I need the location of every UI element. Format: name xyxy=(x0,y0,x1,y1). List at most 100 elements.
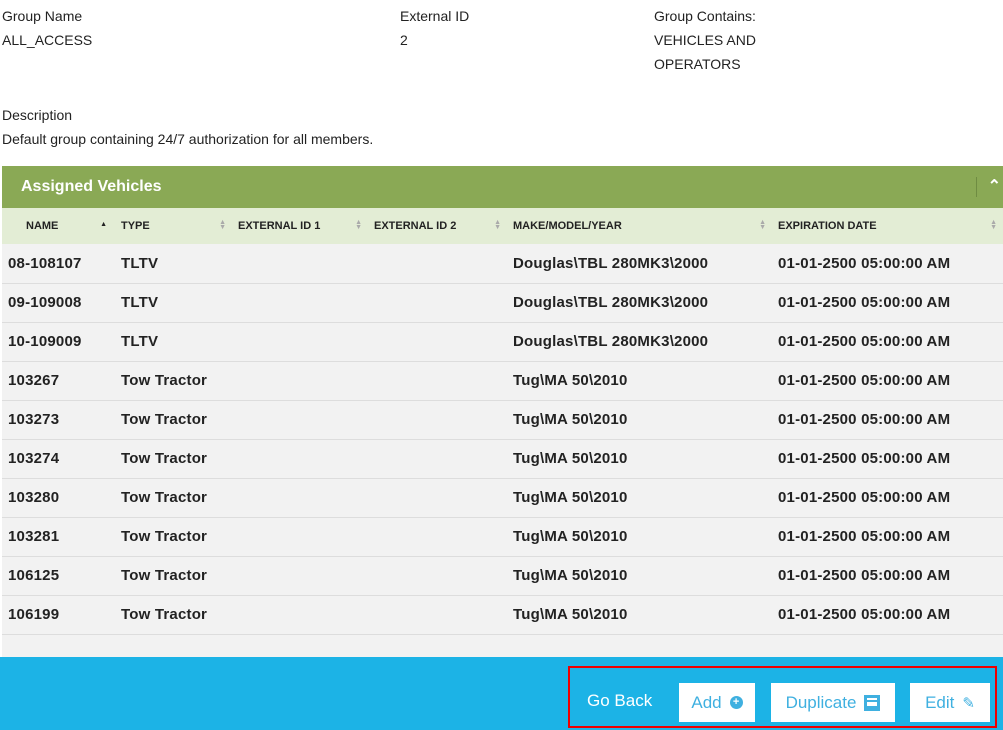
table-cell: 01-01-2500 05:00:00 AM xyxy=(772,400,1003,440)
column-header[interactable]: NAME ▲ xyxy=(2,208,115,244)
table-cell xyxy=(232,361,368,401)
table-cell xyxy=(368,517,507,557)
duplicate-label: Duplicate xyxy=(785,692,857,712)
duplicate-button[interactable]: Duplicate xyxy=(771,683,895,722)
table-cell xyxy=(368,595,507,635)
table-cell xyxy=(368,478,507,518)
add-button[interactable]: Add + xyxy=(679,683,755,722)
table-row[interactable]: 106199 Tow Tractor Tug\MA 50\2010 01-01-250… xyxy=(2,595,1003,635)
column-label: EXTERNAL ID 2 xyxy=(374,220,457,232)
table-cell: Tow Tractor xyxy=(115,478,232,518)
table-cell: TLTV xyxy=(115,283,232,323)
table-cell: 103274 xyxy=(2,439,115,479)
plus-circle-icon: + xyxy=(729,696,743,709)
table-cell: TLTV xyxy=(115,322,232,362)
table-cell: 01-01-2500 05:00:00 AM xyxy=(772,478,1003,518)
table-cell xyxy=(232,283,368,323)
table-cell: 08-108107 xyxy=(2,244,115,284)
description-label: Description xyxy=(2,107,73,123)
sort-icon[interactable]: ▲ ▼ xyxy=(219,219,226,231)
column-label: NAME xyxy=(26,220,59,232)
table-cell xyxy=(368,244,507,284)
panel-title: Assigned Vehicles xyxy=(21,178,162,195)
table-cell: Douglas\TBL 280MK3\2000 xyxy=(507,283,772,323)
table-cell xyxy=(232,244,368,284)
column-header[interactable]: EXPIRATION DATE ▲ ▼ xyxy=(772,208,1003,244)
group-contains-line1: VEHICLES AND xyxy=(654,32,756,48)
sort-icon[interactable]: ▲ ▼ xyxy=(355,219,362,231)
table-cell xyxy=(368,439,507,479)
table-cell: 103267 xyxy=(2,361,115,401)
table-cell xyxy=(232,556,368,596)
column-header[interactable]: TYPE ▲ ▼ xyxy=(115,208,232,244)
group-name-label: Group Name xyxy=(2,8,83,24)
external-id-label: External ID xyxy=(400,8,470,24)
table-row[interactable]: 103267 Tow Tractor Tug\MA 50\2010 01-01-250… xyxy=(2,361,1003,401)
table-row[interactable]: 10-109009 TLTV Douglas\TBL 280MK3\2000 01-0… xyxy=(2,322,1003,362)
table-cell: Douglas\TBL 280MK3\2000 xyxy=(507,244,772,284)
column-label: EXPIRATION DATE xyxy=(778,220,877,232)
table-row[interactable]: 103280 Tow Tractor Tug\MA 50\2010 01-01-250… xyxy=(2,478,1003,518)
table-cell xyxy=(368,400,507,440)
edit-button[interactable]: Edit ✎ xyxy=(910,683,990,722)
pencil-icon: ✎ xyxy=(962,694,975,712)
sort-asc-icon[interactable]: ▲ xyxy=(100,221,107,228)
table-cell: Tug\MA 50\2010 xyxy=(507,361,772,401)
table-cell xyxy=(232,400,368,440)
table-cell: 103281 xyxy=(2,517,115,557)
table-row[interactable]: 103273 Tow Tractor Tug\MA 50\2010 01-01-250… xyxy=(2,400,1003,440)
table-cell: 10-109009 xyxy=(2,322,115,362)
table-cell xyxy=(368,283,507,323)
table-row[interactable]: 103281 Tow Tractor Tug\MA 50\2010 01-01-250… xyxy=(2,517,1003,557)
table-cell: 01-01-2500 05:00:00 AM xyxy=(772,595,1003,635)
table-cell: Tug\MA 50\2010 xyxy=(507,478,772,518)
table-cell: TLTV xyxy=(115,244,232,284)
chevron-up-icon[interactable]: ⌃ xyxy=(987,178,1001,195)
table-cell: 01-01-2500 05:00:00 AM xyxy=(772,244,1003,284)
table-cell: Tow Tractor xyxy=(115,556,232,596)
table-cell: 01-01-2500 05:00:00 AM xyxy=(772,439,1003,479)
column-header[interactable]: EXTERNAL ID 1 ▲ ▼ xyxy=(232,208,368,244)
table-cell: 103280 xyxy=(2,478,115,518)
table-row[interactable]: 103274 Tow Tractor Tug\MA 50\2010 01-01-250… xyxy=(2,439,1003,479)
table-row[interactable]: 106125 Tow Tractor Tug\MA 50\2010 01-01-250… xyxy=(2,556,1003,596)
table-cell: 01-01-2500 05:00:00 AM xyxy=(772,517,1003,557)
table-cell: Tug\MA 50\2010 xyxy=(507,517,772,557)
sort-icon[interactable]: ▲ ▼ xyxy=(494,219,501,231)
group-contains-line2: OPERATORS xyxy=(654,56,741,72)
table-cell xyxy=(368,556,507,596)
table-cell: Tow Tractor xyxy=(115,361,232,401)
table-cell xyxy=(232,439,368,479)
table-cell: Tow Tractor xyxy=(115,595,232,635)
sort-icon[interactable]: ▲ ▼ xyxy=(759,219,766,231)
column-header[interactable]: EXTERNAL ID 2 ▲ ▼ xyxy=(368,208,507,244)
sort-icon[interactable]: ▲ ▼ xyxy=(990,219,997,231)
divider xyxy=(976,177,977,197)
table-cell xyxy=(368,322,507,362)
table-cell xyxy=(368,361,507,401)
table-cell: 106199 xyxy=(2,595,115,635)
external-id-value: 2 xyxy=(400,32,408,48)
vehicles-table: NAME ▲ TYPE ▲ ▼ EXTERNAL ID 1 ▲ ▼ EXTERNAL ID 2 ▲… xyxy=(2,208,1003,635)
table-cell: Tug\MA 50\2010 xyxy=(507,595,772,635)
table-row[interactable]: 08-108107 TLTV Douglas\TBL 280MK3\2000 01-0… xyxy=(2,244,1003,284)
table-cell: 106125 xyxy=(2,556,115,596)
go-back-button[interactable]: Go Back xyxy=(587,691,653,710)
highlight-box xyxy=(568,666,997,728)
table-cell xyxy=(232,595,368,635)
table-cell: Tow Tractor xyxy=(115,517,232,557)
column-label: TYPE xyxy=(121,220,150,232)
table-cell xyxy=(232,322,368,362)
table-cell: 01-01-2500 05:00:00 AM xyxy=(772,283,1003,323)
panel-header[interactable]: Assigned Vehicles ⌃ xyxy=(2,166,1003,208)
table-cell: Tug\MA 50\2010 xyxy=(507,400,772,440)
description-value: Default group containing 24/7 authorizat… xyxy=(2,131,374,147)
table-cell: Tug\MA 50\2010 xyxy=(507,556,772,596)
table-row[interactable]: 09-109008 TLTV Douglas\TBL 280MK3\2000 01-0… xyxy=(2,283,1003,323)
group-name-value: ALL_ACCESS xyxy=(2,32,93,48)
list-icon xyxy=(864,694,881,711)
group-contains-label: Group Contains: xyxy=(654,8,756,24)
column-header[interactable]: MAKE/MODEL/YEAR ▲ ▼ xyxy=(507,208,772,244)
table-cell xyxy=(232,517,368,557)
column-label: EXTERNAL ID 1 xyxy=(238,220,321,232)
